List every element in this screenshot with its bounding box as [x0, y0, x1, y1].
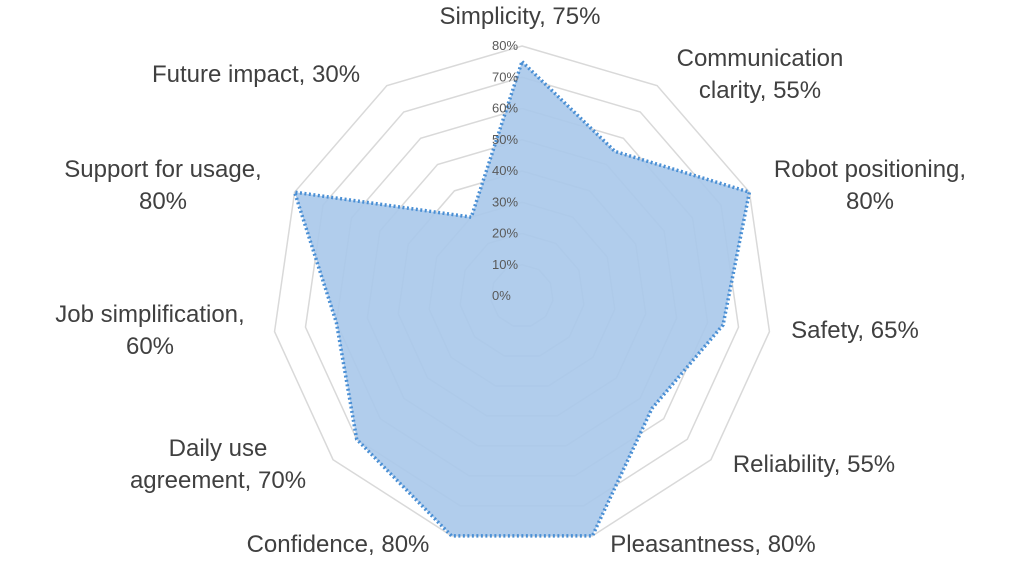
category-label-pleasantness: Pleasantness, 80%	[610, 531, 815, 558]
category-label-confidence: Confidence, 80%	[247, 531, 430, 558]
tick-label: 10%	[492, 257, 518, 272]
category-label-line: Reliability, 55%	[733, 451, 895, 478]
tick-label: 0%	[492, 288, 511, 303]
series-layer	[292, 58, 752, 538]
tick-label: 20%	[492, 226, 518, 241]
category-label-line: 80%	[139, 188, 187, 215]
tick-label: 30%	[492, 194, 518, 209]
category-label-line: Communication	[677, 45, 844, 72]
category-label-robot-positioning: Robot positioning, 80%	[774, 156, 966, 215]
category-label-line: Daily use	[169, 435, 268, 462]
category-label-line: Simplicity, 75%	[440, 3, 601, 30]
category-label-job-simplification: Job simplification, 60%	[55, 301, 244, 360]
category-label-daily-use-agreement: Daily use agreement, 70%	[130, 435, 306, 494]
tick-label: 60%	[492, 101, 518, 116]
series-area	[294, 61, 750, 536]
category-label-simplicity: Simplicity, 75%	[440, 3, 601, 30]
category-label-support-for-usage: Support for usage, 80%	[64, 156, 261, 215]
category-label-line: Safety, 65%	[791, 317, 919, 344]
category-label-line: 60%	[126, 333, 174, 360]
category-label-line: 80%	[846, 188, 894, 215]
tick-layer: 0% 10% 20% 30% 40% 50% 60% 70% 80%	[492, 38, 518, 303]
category-label-future-impact: Future impact, 30%	[152, 61, 360, 88]
category-label-reliability: Reliability, 55%	[733, 451, 895, 478]
category-label-line: Pleasantness, 80%	[610, 531, 815, 558]
category-label-line: Confidence, 80%	[247, 531, 430, 558]
category-label-line: clarity, 55%	[699, 77, 821, 104]
category-label-safety: Safety, 65%	[791, 317, 919, 344]
series-outline	[292, 58, 752, 538]
category-label-line: Job simplification,	[55, 301, 244, 328]
category-label-line: Future impact, 30%	[152, 61, 360, 88]
category-label-line: Robot positioning,	[774, 156, 966, 183]
category-label-layer: Simplicity, 75% Communication clarity, 55%…	[55, 3, 966, 558]
tick-label: 70%	[492, 69, 518, 84]
category-label-communication-clarity: Communication clarity, 55%	[677, 45, 844, 104]
category-label-line: Support for usage,	[64, 156, 261, 183]
tick-label: 50%	[492, 132, 518, 147]
category-label-line: agreement, 70%	[130, 467, 306, 494]
tick-label: 40%	[492, 163, 518, 178]
tick-label: 80%	[492, 38, 518, 53]
